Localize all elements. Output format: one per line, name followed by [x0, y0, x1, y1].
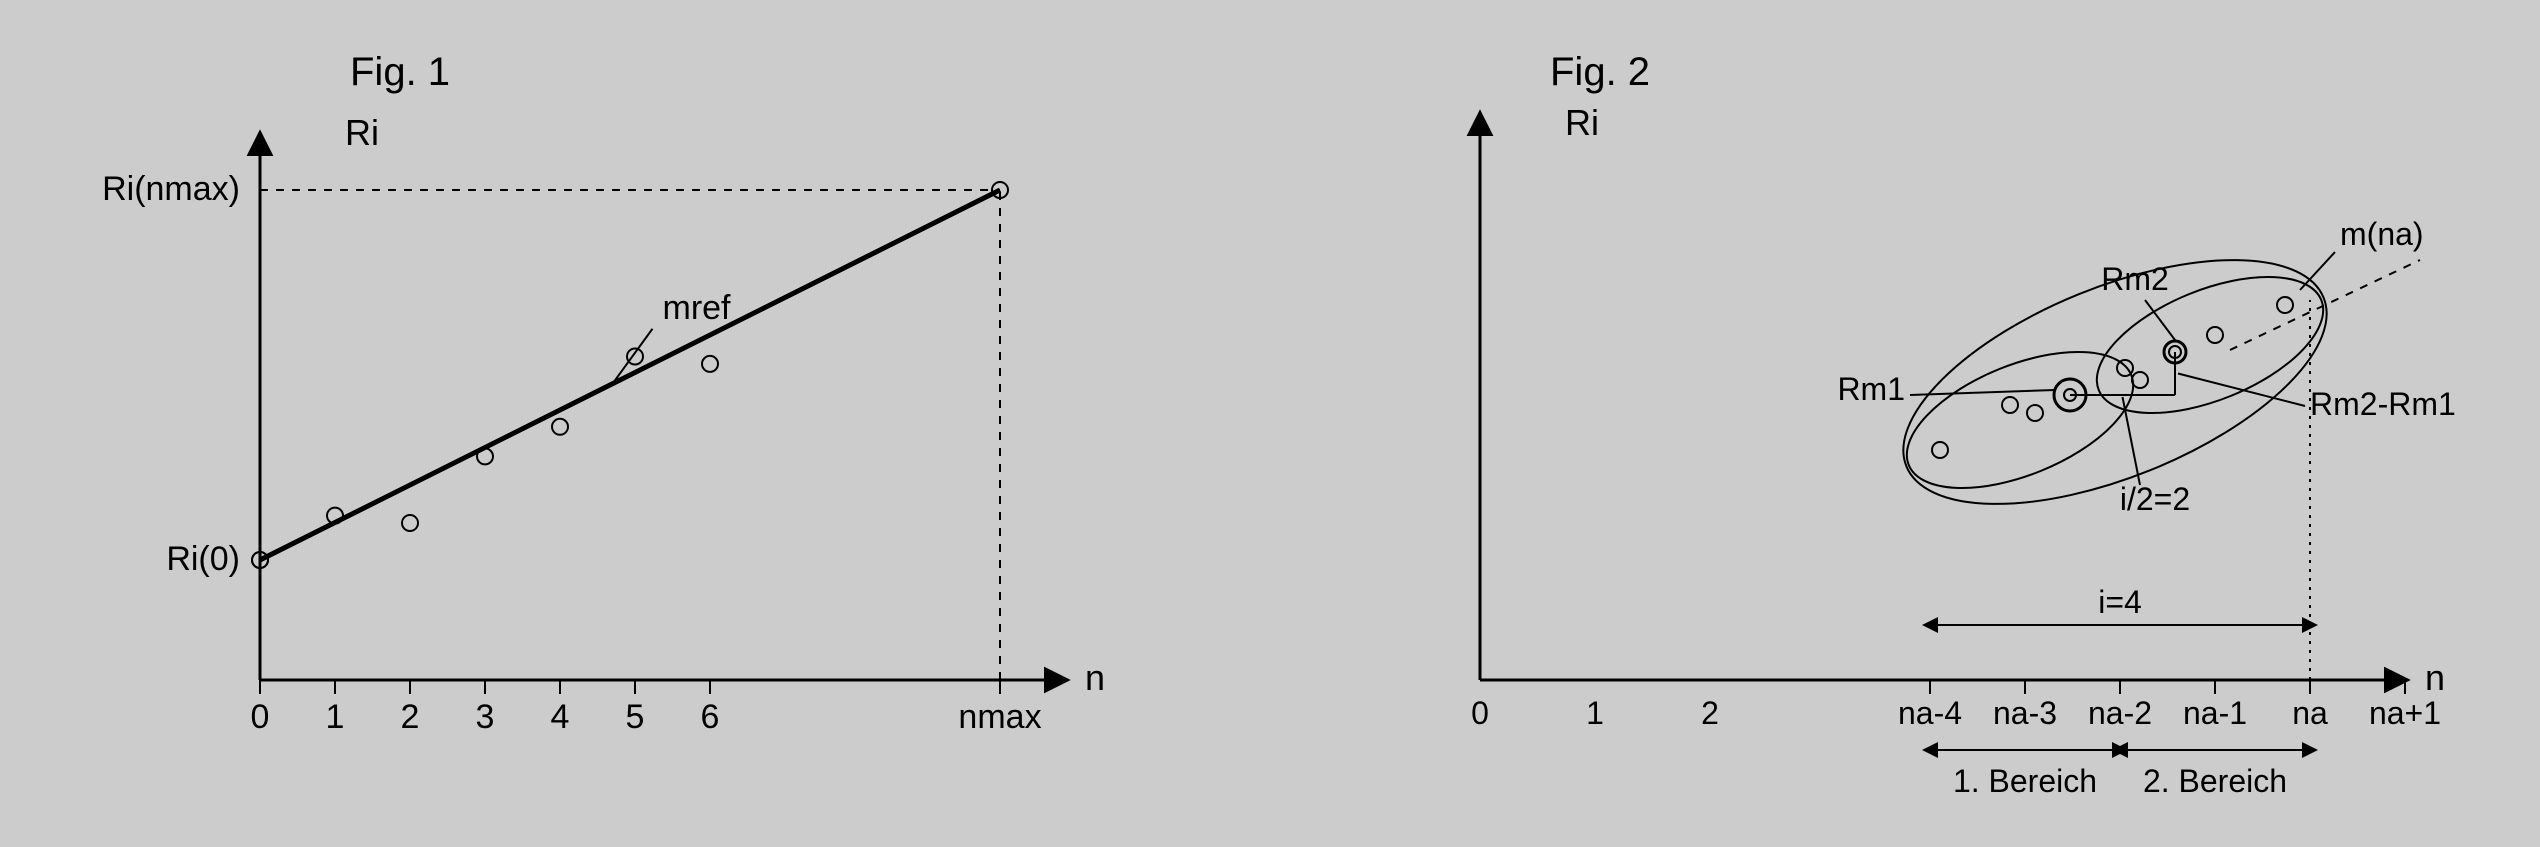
fig1-x-tick-label: 5 [626, 698, 645, 736]
fig2-data-point [2132, 372, 2148, 388]
fig2-i4-label: i=4 [2098, 584, 2142, 620]
fig1-data-point [552, 419, 568, 435]
fig1-mref-label: mref [663, 289, 732, 327]
figure-canvas: Fig. 1 n Ri 0 1 2 3 4 5 6 nmax Ri(0) Ri(nmax) mref Fi… [0, 0, 2540, 847]
fig1-data-point [702, 356, 718, 372]
fig2-rm2-label: Rm2 [2101, 261, 2169, 297]
fig2-y-title: Ri [1565, 102, 1599, 143]
fig2-na-tick-label: na-2 [2088, 695, 2152, 731]
fig2-mna-leader [2300, 252, 2335, 290]
fig1-ri0-label: Ri(0) [166, 540, 240, 578]
fig1-rinmax-label: Ri(nmax) [102, 170, 240, 208]
fig2-data-point [2002, 397, 2018, 413]
figure-2: Fig. 2 n Ri 0 1 2 na-4 na-3 na-2 na-1 na na+1 i=4 1. … [1471, 50, 2456, 799]
fig1-x-tick-label: 2 [401, 698, 420, 736]
fig2-x-tick-label: 2 [1701, 695, 1719, 731]
fig2-na-tick-label: na [2292, 695, 2328, 731]
fig1-nmax-label: nmax [958, 698, 1041, 736]
fig2-bereich1-label: 1. Bereich [1953, 763, 2097, 799]
fig1-data-point [627, 349, 643, 365]
fig2-x-tick-label: 1 [1586, 695, 1604, 731]
fig1-data-point [477, 448, 493, 464]
fig1-title: Fig. 1 [350, 50, 450, 94]
fig1-x-title: n [1085, 657, 1105, 698]
fig1-x-tick-label: 0 [251, 698, 270, 736]
fig2-data-point [2277, 297, 2293, 313]
fig2-na-tick-label: na-1 [2183, 695, 2247, 731]
fig1-x-tick-label: 4 [551, 698, 570, 736]
fig2-data-point [2027, 405, 2043, 421]
fig2-i22-label: i/2=2 [2120, 481, 2190, 517]
fig2-rm2-leader [2145, 300, 2175, 340]
fig2-cluster-ellipse [1888, 324, 2152, 516]
fig2-na-tick-label: na+1 [2369, 695, 2441, 731]
fig2-data-point [2117, 360, 2133, 376]
fig2-rm2rm1-leader [2178, 374, 2305, 407]
figure-1: Fig. 1 n Ri 0 1 2 3 4 5 6 nmax Ri(0) Ri(nmax) mref [102, 50, 1105, 736]
fig1-data-point [402, 515, 418, 531]
fig2-x-tick-label: 0 [1471, 695, 1489, 731]
fig2-na-tick-label: na-3 [1993, 695, 2057, 731]
fig2-x-title: n [2425, 657, 2445, 698]
fig1-y-title: Ri [345, 112, 379, 153]
fig2-na-tick-label: na-4 [1898, 695, 1962, 731]
fig2-rm1-label: Rm1 [1837, 371, 1905, 407]
fig2-data-point [1932, 442, 1948, 458]
fig2-rm2rm1-label: Rm2-Rm1 [2310, 386, 2456, 422]
fig2-title: Fig. 2 [1550, 50, 1650, 94]
fig2-mna-label: m(na) [2340, 216, 2424, 252]
fig2-bereich2-label: 2. Bereich [2143, 763, 2287, 799]
fig1-x-tick-label: 6 [701, 698, 720, 736]
fig1-x-tick-label: 3 [476, 698, 495, 736]
fig1-mref-line [260, 190, 1000, 560]
fig2-data-point [2207, 327, 2223, 343]
fig1-x-tick-label: 1 [326, 698, 345, 736]
